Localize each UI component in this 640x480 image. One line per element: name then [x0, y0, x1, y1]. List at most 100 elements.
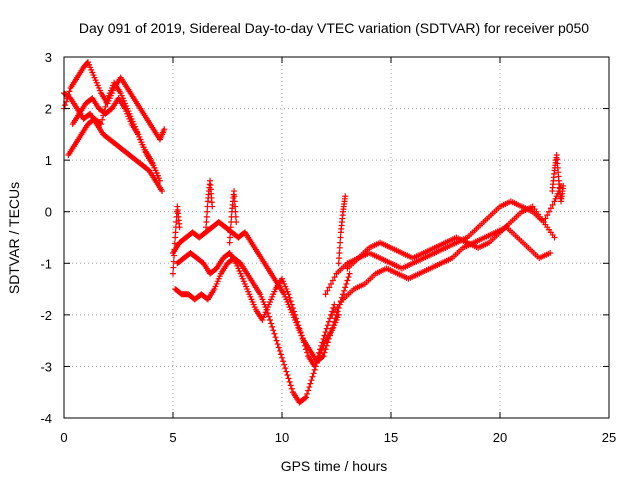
- data-point: [202, 229, 209, 236]
- data-point: [316, 349, 323, 356]
- data-point: [335, 260, 342, 267]
- data-point: [326, 284, 333, 291]
- data-point: [269, 323, 276, 330]
- data-point: [159, 188, 166, 195]
- data-point: [288, 385, 295, 392]
- data-point: [546, 208, 553, 215]
- x-tick-label: 15: [384, 430, 398, 445]
- data-point: [319, 339, 326, 346]
- data-point: [275, 344, 282, 351]
- data-point: [328, 280, 335, 287]
- data-point: [308, 377, 315, 384]
- data-point: [295, 322, 302, 329]
- data-point: [321, 349, 328, 356]
- data-point: [209, 203, 216, 210]
- data-point: [171, 240, 178, 247]
- data-point: [310, 370, 317, 377]
- data-point: [156, 177, 163, 184]
- data-point: [233, 219, 240, 226]
- data-point: [271, 330, 278, 337]
- data-point: [304, 349, 311, 356]
- data-point: [311, 363, 318, 370]
- data-point: [285, 375, 292, 382]
- data-point: [285, 291, 292, 298]
- data-point: [298, 332, 305, 339]
- series-track-b: [61, 59, 168, 143]
- data-point: [302, 346, 309, 353]
- data-point: [296, 325, 303, 332]
- data-point: [281, 361, 288, 368]
- ticks: [63, 56, 610, 419]
- data-point: [227, 234, 234, 241]
- data-point: [280, 358, 287, 365]
- data-point: [299, 335, 306, 342]
- data-point: [342, 193, 349, 200]
- data-point: [342, 284, 349, 291]
- data-point: [232, 208, 239, 215]
- y-tick-labels: 3 2 1 0 -1 -2 -3 -4: [40, 50, 52, 426]
- data-point: [323, 325, 330, 332]
- data-point: [325, 318, 332, 325]
- data-point: [231, 188, 238, 195]
- data-point: [286, 294, 293, 301]
- data-point: [154, 172, 161, 179]
- data-point: [289, 304, 296, 311]
- series-track-g: [174, 249, 338, 370]
- data-point: [297, 329, 304, 336]
- data-point: [96, 120, 103, 127]
- plot-frame: [63, 56, 610, 419]
- data-point: [551, 234, 558, 241]
- data-point: [172, 229, 179, 236]
- data-point: [228, 219, 235, 226]
- data-point: [276, 347, 283, 354]
- data-point: [288, 301, 295, 308]
- data-point: [322, 329, 329, 336]
- y-tick-label: 0: [45, 205, 52, 220]
- data-point: [287, 298, 294, 305]
- data-point: [341, 287, 348, 294]
- data-point: [305, 387, 312, 394]
- data-point: [336, 255, 343, 262]
- data-point: [265, 313, 272, 320]
- x-tick-labels: 0 5 10 15 20 25: [60, 430, 616, 445]
- data-point: [307, 380, 314, 387]
- data-point: [317, 346, 324, 353]
- data-point: [322, 291, 329, 298]
- data-point: [98, 121, 105, 128]
- data-point: [274, 341, 281, 348]
- data-point: [103, 99, 110, 106]
- series-spike-4: [549, 151, 567, 205]
- data-point: [283, 368, 290, 375]
- data-point: [232, 203, 239, 210]
- data-point: [227, 229, 234, 236]
- data-point: [547, 205, 554, 212]
- data-point: [318, 342, 325, 349]
- data-point: [344, 277, 351, 284]
- data-point: [337, 239, 344, 246]
- data-point: [293, 315, 300, 322]
- x-tick-label: 20: [493, 430, 507, 445]
- data-point: [329, 277, 336, 284]
- series-spike-5: [170, 203, 183, 277]
- data-point: [324, 287, 331, 294]
- data-point: [171, 252, 178, 259]
- y-tick-label: -3: [40, 359, 52, 374]
- data-point: [170, 264, 177, 271]
- x-tick-label: 10: [275, 430, 289, 445]
- data-point: [171, 246, 178, 253]
- data-point: [272, 334, 279, 341]
- data-point: [232, 213, 239, 220]
- data-point: [331, 274, 338, 281]
- data-point: [270, 327, 277, 334]
- data-point: [549, 201, 556, 208]
- y-axis-label: SDTVAR / TECUs: [6, 182, 22, 294]
- data-point: [231, 198, 238, 205]
- data-point: [319, 353, 326, 360]
- data-point: [294, 318, 301, 325]
- x-tick-label: 5: [169, 430, 176, 445]
- y-tick-label: -2: [40, 308, 52, 323]
- data-point: [337, 234, 344, 241]
- data-point: [312, 359, 319, 366]
- x-axis-label: GPS time / hours: [281, 458, 388, 474]
- data-point: [66, 88, 73, 95]
